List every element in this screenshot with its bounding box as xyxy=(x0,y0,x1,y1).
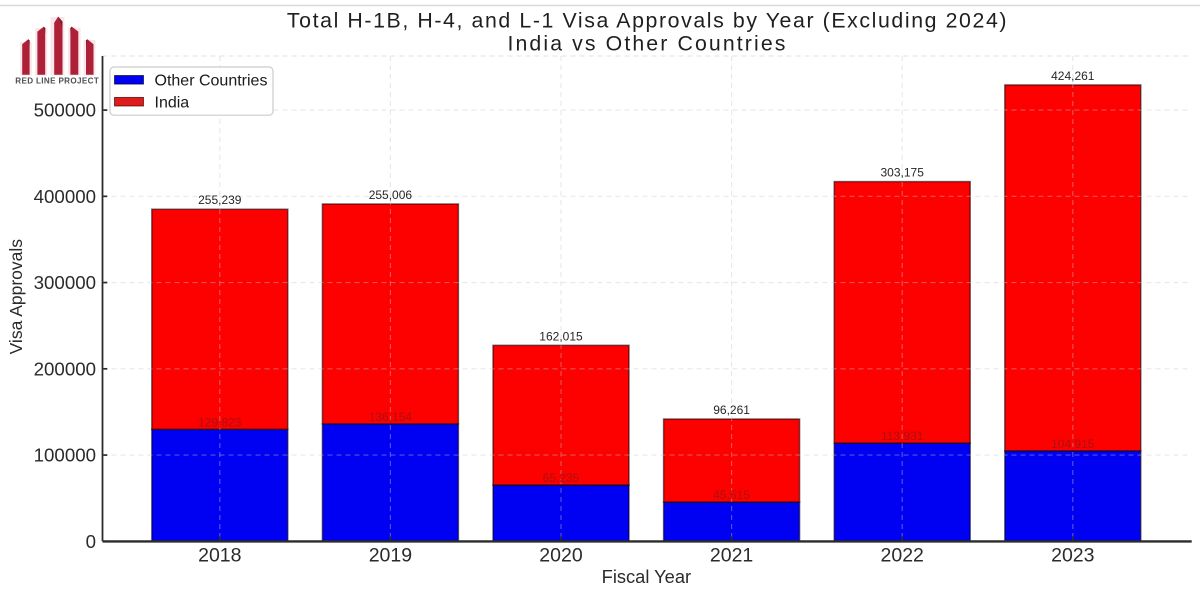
svg-text:424,261: 424,261 xyxy=(1051,69,1095,83)
svg-text:India vs Other Countries: India vs Other Countries xyxy=(507,31,787,55)
svg-text:RED LINE PROJECT: RED LINE PROJECT xyxy=(15,77,99,86)
svg-text:2018: 2018 xyxy=(198,544,241,566)
svg-text:India: India xyxy=(155,94,190,111)
svg-text:303,175: 303,175 xyxy=(881,166,925,180)
svg-text:113,931: 113,931 xyxy=(881,429,924,443)
svg-text:104,915: 104,915 xyxy=(1051,437,1095,451)
svg-text:136,154: 136,154 xyxy=(369,410,413,424)
svg-text:96,261: 96,261 xyxy=(713,403,750,417)
svg-text:2022: 2022 xyxy=(881,544,924,566)
svg-text:Visa Approvals: Visa Approvals xyxy=(6,239,26,355)
svg-text:200000: 200000 xyxy=(34,358,96,379)
svg-text:255,006: 255,006 xyxy=(369,188,413,202)
svg-text:Other Countries: Other Countries xyxy=(155,72,268,89)
svg-text:255,239: 255,239 xyxy=(198,193,242,207)
svg-text:Total H-1B, H-4, and L-1 Visa: Total H-1B, H-4, and L-1 Visa Approvals … xyxy=(287,8,1008,32)
svg-text:500000: 500000 xyxy=(34,100,96,121)
svg-text:162,015: 162,015 xyxy=(539,329,583,343)
svg-text:0: 0 xyxy=(86,531,96,552)
svg-text:45,515: 45,515 xyxy=(713,488,750,502)
svg-text:Fiscal Year: Fiscal Year xyxy=(602,566,691,587)
svg-text:2019: 2019 xyxy=(369,544,412,566)
svg-text:65,235: 65,235 xyxy=(543,471,580,485)
svg-text:400000: 400000 xyxy=(34,186,96,207)
svg-text:2021: 2021 xyxy=(710,544,753,566)
svg-text:300000: 300000 xyxy=(34,272,96,293)
svg-text:2020: 2020 xyxy=(539,544,583,566)
svg-text:129,823: 129,823 xyxy=(198,415,242,429)
svg-text:100000: 100000 xyxy=(34,445,96,466)
svg-text:2023: 2023 xyxy=(1051,544,1094,566)
